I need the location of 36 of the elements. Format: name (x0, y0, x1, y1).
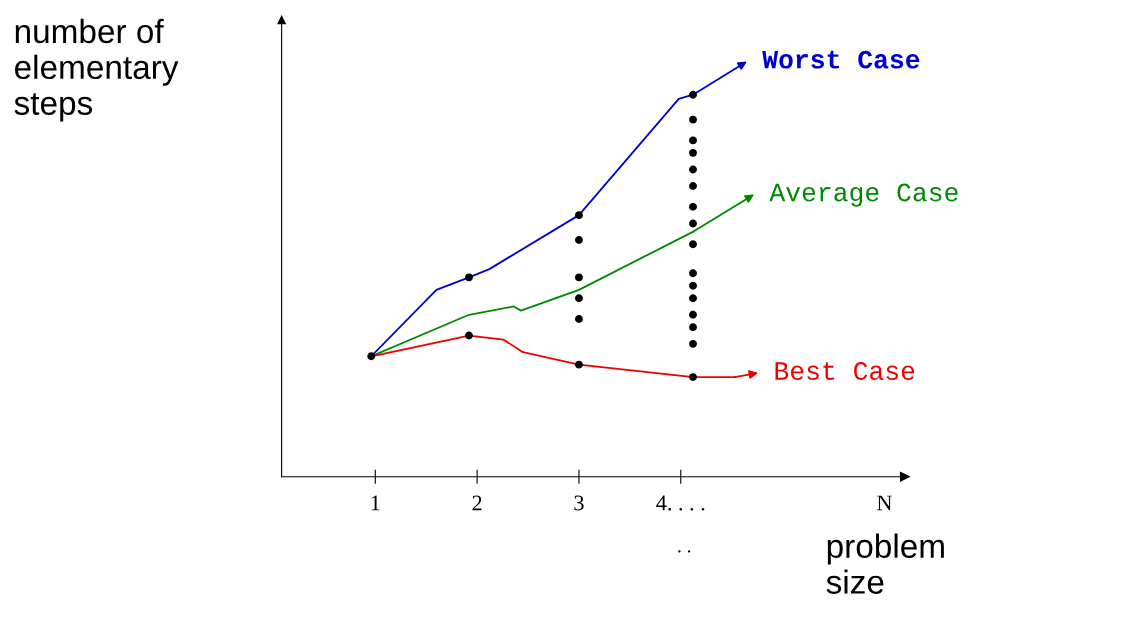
point (689, 202, 697, 211)
point (689, 115, 697, 124)
point (689, 90, 697, 99)
point (465, 273, 473, 282)
point (575, 273, 583, 282)
x-tick-label: 2 (472, 495, 482, 511)
x-tick-label: N (877, 495, 892, 511)
x-axis-title: problem size (826, 533, 944, 594)
point (689, 240, 697, 249)
legend-label: Average Case (769, 183, 958, 207)
point (689, 294, 697, 303)
point (575, 314, 583, 323)
point (689, 136, 697, 145)
point (575, 360, 583, 369)
x-tick-label: 1 (371, 495, 380, 511)
point (575, 211, 583, 220)
point (689, 219, 697, 228)
legend-label: Worst Case (762, 50, 920, 69)
point (465, 331, 473, 340)
point (689, 182, 697, 191)
point (575, 236, 583, 244)
point (689, 323, 697, 332)
y-axis-title: number of elementary steps (14, 18, 179, 122)
point (689, 165, 697, 174)
text: . . (678, 550, 691, 553)
point (575, 294, 583, 303)
point (367, 352, 376, 361)
x-tick-label: 4. . . . (656, 495, 705, 511)
legend-label: Best Case (775, 362, 915, 381)
point (689, 281, 697, 290)
point (689, 148, 697, 157)
point (689, 269, 697, 278)
point (689, 310, 697, 319)
x-tick-label: 3 (574, 495, 584, 511)
point (689, 373, 697, 382)
point (689, 339, 697, 348)
